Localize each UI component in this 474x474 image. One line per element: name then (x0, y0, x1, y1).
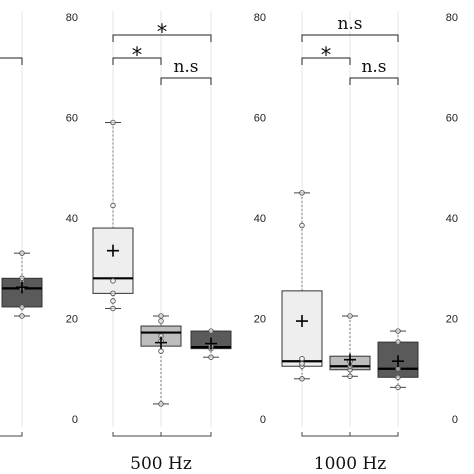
panel-label: 1000 Hz (314, 454, 386, 474)
data-point (110, 298, 116, 304)
significance-label: * (321, 43, 332, 67)
data-point (158, 318, 164, 324)
significance-bracket (301, 34, 399, 42)
data-point (299, 190, 305, 196)
y-tick-label: 20 (66, 314, 78, 326)
data-point (110, 202, 116, 209)
data-point (158, 401, 164, 407)
data-point (347, 313, 353, 319)
data-point (208, 328, 214, 334)
panel-4: 0 20 40 60 80 (446, 12, 458, 426)
y-tick-label: 40 (66, 213, 78, 225)
data-point (110, 305, 116, 312)
box-group-3 (377, 328, 419, 391)
significance-bracket (112, 34, 212, 42)
data-point (19, 313, 25, 319)
y-tick-label: 20 (446, 314, 458, 326)
mean-marker (205, 337, 217, 350)
mean-marker (392, 355, 404, 368)
mean-marker (107, 244, 119, 257)
mean-marker (344, 353, 356, 366)
group-bracket (112, 432, 212, 437)
y-tick-label: 80 (254, 12, 266, 24)
data-point (299, 360, 305, 367)
data-point (395, 374, 401, 381)
y-tick-label: 40 (254, 213, 266, 225)
y-tick-label: 80 (446, 12, 458, 24)
box-group-2 (140, 313, 182, 407)
data-point (110, 119, 116, 126)
data-point (395, 339, 401, 345)
data-point (19, 250, 25, 256)
data-point (19, 304, 25, 310)
mean-marker (16, 281, 28, 294)
y-tick-label: 0 (260, 414, 266, 426)
box-group-2 (329, 313, 371, 380)
data-point (158, 313, 164, 319)
box-iqr (281, 290, 323, 367)
data-point (395, 384, 401, 391)
data-point (299, 222, 305, 229)
significance-bracket (160, 77, 212, 85)
y-tick-label: 0 (452, 414, 458, 426)
data-point (110, 290, 116, 297)
box-group-1 (92, 119, 134, 312)
group-bracket (301, 432, 399, 437)
box-group-1 (281, 190, 323, 382)
data-point (299, 355, 305, 362)
data-point (158, 348, 164, 354)
box-group-3 (1, 250, 43, 319)
panel-label: 500 Hz (130, 454, 192, 474)
y-tick-label: 60 (254, 113, 266, 125)
significance-bracket (349, 77, 399, 85)
box-iqr (92, 227, 134, 294)
significance-label: * (132, 43, 143, 67)
mean-marker (296, 315, 308, 328)
y-tick-label: 20 (254, 314, 266, 326)
significance-label: n.s (337, 14, 362, 34)
data-point (19, 275, 25, 282)
y-tick-label: 0 (72, 414, 78, 426)
box-group-3 (190, 328, 232, 360)
data-point (208, 354, 214, 360)
y-tick-label: 60 (446, 113, 458, 125)
data-point (299, 376, 305, 382)
y-tick-label: 80 (66, 12, 78, 24)
data-point (110, 278, 116, 284)
panel-1: 020406080n.s (0, 11, 43, 437)
significance-bracket (0, 57, 23, 65)
significance-bracket (301, 57, 351, 65)
y-tick-label: 60 (66, 113, 78, 125)
significance-label: * (157, 20, 168, 44)
significance-label: n.s (173, 57, 198, 77)
data-point (347, 373, 353, 380)
y-tick-label: 40 (446, 213, 458, 225)
data-point (395, 328, 401, 334)
mean-marker (155, 336, 167, 349)
significance-label: n.s (361, 57, 386, 77)
significance-bracket (112, 57, 162, 65)
group-bracket (0, 432, 23, 437)
